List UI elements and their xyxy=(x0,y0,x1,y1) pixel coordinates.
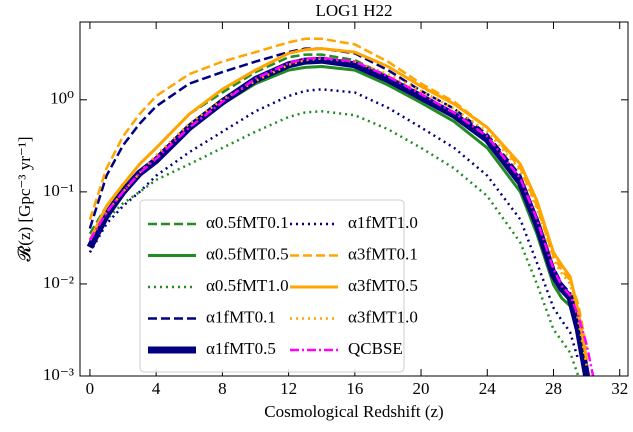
x-tick-label: 8 xyxy=(218,379,227,398)
y-tick-label: 10⁰ xyxy=(50,89,74,108)
legend-label: α1fMT0.5 xyxy=(206,339,276,358)
x-tick-label: 24 xyxy=(479,379,497,398)
chart-title: LOG1 H22 xyxy=(316,1,393,20)
legend-box xyxy=(139,199,405,373)
y-axis-label: 𝓡(z) [Gpc⁻³ yr⁻¹] xyxy=(15,136,34,261)
x-tick-label: 32 xyxy=(611,379,628,398)
x-tick-label: 28 xyxy=(545,379,562,398)
legend-label: α0.5fMT0.5 xyxy=(206,244,289,263)
legend-label: α3fMT0.5 xyxy=(348,276,418,295)
y-tick-label: 10⁻¹ xyxy=(43,181,74,200)
x-tick-label: 12 xyxy=(280,379,297,398)
x-tick-label: 0 xyxy=(86,379,95,398)
legend-label: α0.5fMT1.0 xyxy=(206,276,289,295)
x-tick-label: 16 xyxy=(346,379,363,398)
series-line xyxy=(88,37,588,349)
y-tick-label: 10⁻³ xyxy=(43,365,74,384)
x-axis-label: Cosmological Redshift (z) xyxy=(264,402,443,421)
legend-label: QCBSE xyxy=(348,339,403,358)
series-line xyxy=(88,88,580,361)
legend-label: α3fMT0.1 xyxy=(348,244,418,263)
legend-label: α1fMT0.1 xyxy=(206,307,276,326)
plot-lines xyxy=(86,37,595,376)
x-tick-label: 20 xyxy=(413,379,430,398)
legend-label: α1fMT1.0 xyxy=(348,213,418,232)
series-line xyxy=(88,47,589,361)
legend-label: α3fMT1.0 xyxy=(348,307,418,326)
x-tick-label: 4 xyxy=(152,379,161,398)
series-line xyxy=(88,110,580,376)
legend-label: α0.5fMT0.1 xyxy=(206,213,289,232)
y-tick-label: 10⁻² xyxy=(43,273,74,292)
plot-frame xyxy=(79,21,629,377)
